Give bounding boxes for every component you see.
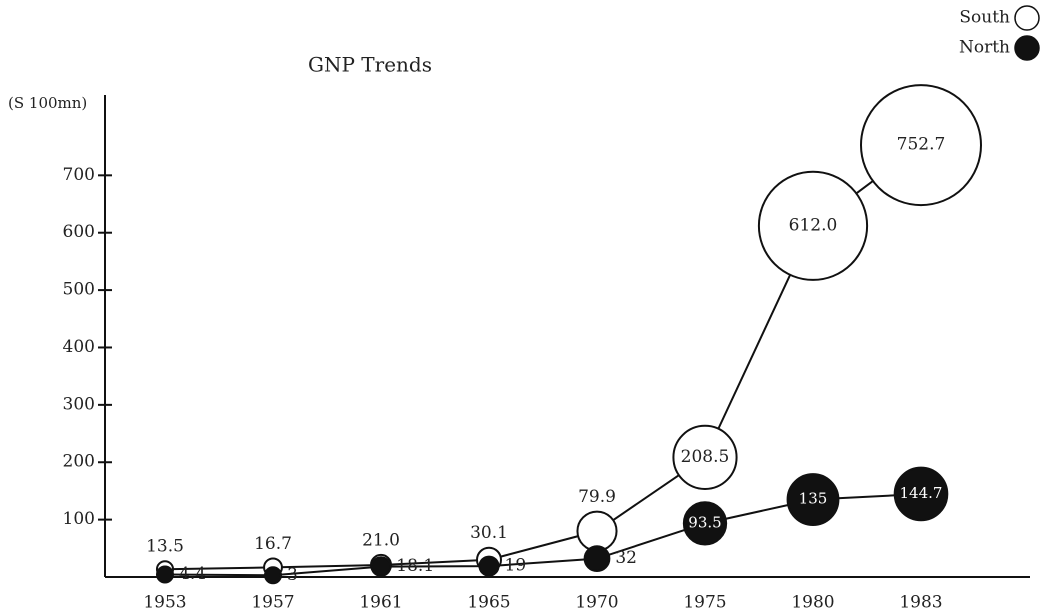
bubble — [264, 566, 282, 585]
data-label: 79.9 — [578, 487, 616, 507]
x-tick-label: 1961 — [359, 593, 402, 613]
data-label: 208.5 — [681, 447, 730, 467]
data-label: 18.1 — [396, 556, 434, 576]
data-label: 4.4 — [179, 564, 206, 584]
x-tick-label: 1983 — [899, 593, 942, 613]
bubble — [672, 424, 738, 490]
data-label: 612.0 — [789, 215, 838, 235]
data-label: 93.5 — [688, 513, 721, 531]
x-tick-label: 1975 — [683, 593, 726, 613]
bubble — [156, 565, 174, 584]
data-label: 30.1 — [470, 523, 508, 543]
x-tick-label: 1957 — [251, 593, 294, 613]
x-tick-label: 1980 — [791, 593, 834, 613]
legend-swatch — [1014, 5, 1040, 31]
data-label: 19 — [505, 556, 527, 576]
data-label: 13.5 — [146, 537, 184, 557]
x-tick-label: 1965 — [467, 593, 510, 613]
bubble — [370, 556, 392, 577]
y-tick-label: 200 — [63, 452, 95, 472]
bubble — [786, 473, 840, 526]
y-axis-label: (S 100mn) — [8, 94, 87, 112]
bubble — [478, 555, 500, 577]
data-label: 32 — [615, 548, 637, 568]
x-tick-label: 1953 — [143, 593, 186, 613]
legend-label: South — [959, 8, 1010, 28]
chart-title: GNP Trends — [308, 53, 432, 77]
y-tick-label: 700 — [63, 165, 95, 185]
legend-label: North — [959, 38, 1010, 58]
bubble — [583, 545, 611, 573]
data-label: 144.7 — [900, 484, 943, 502]
x-tick-label: 1970 — [575, 593, 618, 613]
data-label: 21.0 — [362, 530, 400, 550]
y-tick-label: 600 — [63, 222, 95, 242]
data-label: 752.7 — [897, 135, 946, 155]
bubble — [860, 84, 982, 207]
y-tick-label: 500 — [63, 280, 95, 300]
bubble — [682, 501, 728, 546]
legend-swatch — [1014, 35, 1040, 61]
data-label: 135 — [799, 490, 828, 508]
y-tick-label: 100 — [63, 509, 95, 529]
data-label: 3 — [287, 565, 298, 585]
bubble — [576, 510, 618, 552]
y-tick-label: 300 — [63, 394, 95, 414]
bubble — [893, 466, 949, 522]
bubble — [757, 170, 869, 281]
y-tick-label: 400 — [63, 337, 95, 357]
data-label: 16.7 — [254, 534, 292, 554]
